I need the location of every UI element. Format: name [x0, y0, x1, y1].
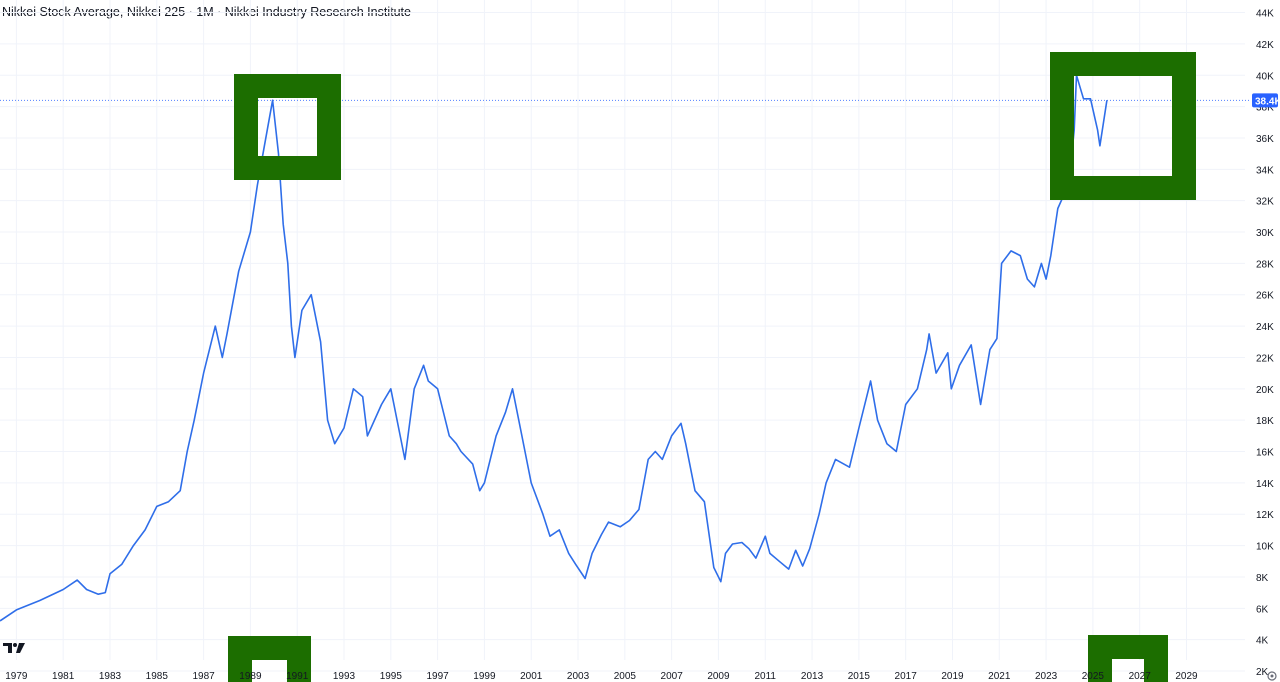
x-tick-label: 2027: [1129, 671, 1152, 682]
annotations: [228, 52, 1196, 682]
x-tick-label: 1983: [99, 671, 122, 682]
x-tick-label: 1999: [473, 671, 496, 682]
x-tick-label: 2009: [707, 671, 730, 682]
x-tick-label: 2005: [614, 671, 637, 682]
x-tick-label: 2013: [801, 671, 824, 682]
x-tick-label: 1985: [146, 671, 169, 682]
y-tick-label: 4K: [1256, 636, 1269, 647]
y-tick-label: 14K: [1256, 479, 1274, 490]
x-tick-label: 1993: [333, 671, 356, 682]
x-tick-label: 2007: [661, 671, 684, 682]
x-tick-label: 2023: [1035, 671, 1058, 682]
x-tick-label: 2003: [567, 671, 590, 682]
y-axis[interactable]: 2K 4K 6K 8K 10K 12K 14K 16K 18K 20K 22K 24K 26K 28K 30…: [1252, 9, 1280, 678]
x-tick-label: 2025: [1082, 671, 1105, 682]
y-tick-label: 42K: [1256, 40, 1274, 51]
y-tick-label: 6K: [1256, 604, 1269, 615]
y-tick-label: 34K: [1256, 165, 1274, 176]
y-tick-label: 18K: [1256, 416, 1274, 427]
x-tick-label: 1981: [52, 671, 75, 682]
x-tick-label: 2015: [848, 671, 871, 682]
x-tick-label: 2029: [1175, 671, 1198, 682]
y-tick-label: 38K: [1256, 103, 1274, 114]
y-tick-label: 2K: [1256, 667, 1269, 678]
y-tick-label: 24K: [1256, 322, 1274, 333]
y-tick-label: 16K: [1256, 448, 1274, 459]
x-tick-label: 1987: [192, 671, 215, 682]
x-tick-label: 1991: [286, 671, 309, 682]
series-layer: [0, 74, 1108, 622]
x-tick-label: 2017: [895, 671, 918, 682]
y-tick-label: 30K: [1256, 228, 1274, 239]
gear-icon[interactable]: [1267, 671, 1277, 681]
x-tick-label: 2021: [988, 671, 1011, 682]
y-tick-label: 36K: [1256, 134, 1274, 145]
last-price-label: 38.4K: [1255, 96, 1280, 107]
y-tick-label: 12K: [1256, 510, 1274, 521]
y-tick-label: 28K: [1256, 259, 1274, 270]
x-axis: 1979 1981 1983 1985 1987 1989 1991 1993 1995 1997…: [5, 671, 1198, 682]
y-tick-label: 44K: [1256, 9, 1274, 20]
x-tick-label: 2019: [941, 671, 964, 682]
highlight-frame-2024-peak: [1050, 52, 1196, 200]
highlight-frame-1989-label: [228, 636, 311, 682]
x-tick-label: 2011: [754, 671, 776, 682]
y-tick-label: 40K: [1256, 71, 1274, 82]
x-tick-label: 1997: [426, 671, 449, 682]
chart-title: Nikkei Stock Average, Nikkei 225 · 1M · …: [2, 5, 411, 19]
y-tick-label: 20K: [1256, 385, 1274, 396]
y-tick-label: 10K: [1256, 542, 1274, 553]
tradingview-logo-icon[interactable]: [3, 643, 25, 653]
price-series-line: [0, 74, 1108, 622]
highlight-frame-2025-label: [1088, 635, 1168, 682]
x-tick-label: 1995: [380, 671, 403, 682]
y-tick-label: 26K: [1256, 291, 1274, 302]
y-tick-label: 8K: [1256, 573, 1269, 584]
last-price-badge: [1252, 93, 1278, 108]
x-tick-label: 1979: [5, 671, 28, 682]
highlight-frame-1990-peak: [234, 74, 341, 180]
y-tick-label: 32K: [1256, 197, 1274, 208]
grid: [0, 0, 1245, 672]
y-tick-label: 22K: [1256, 353, 1274, 364]
x-tick-label: 2001: [520, 671, 543, 682]
x-tick-label: 1989: [239, 671, 262, 682]
